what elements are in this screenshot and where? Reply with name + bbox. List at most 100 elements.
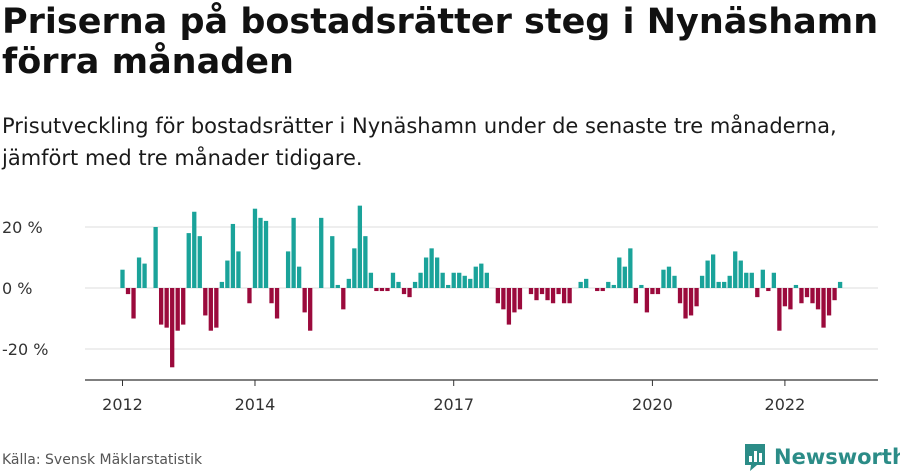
bar-negative [274, 288, 280, 319]
bar-positive [258, 217, 263, 288]
x-tick-label: 2017 [433, 395, 474, 414]
latest-value-label: 2 % [858, 0, 888, 4]
bar-negative [528, 288, 534, 295]
bar-positive [263, 220, 269, 288]
bar-negative [501, 288, 506, 310]
bar-positive [219, 281, 225, 288]
bar-positive [319, 217, 324, 288]
bar-negative [495, 288, 501, 304]
bar-positive [429, 248, 434, 288]
bar-negative [379, 288, 385, 292]
bar-positive [352, 248, 357, 288]
bar-positive [346, 278, 351, 288]
bar-positive [440, 272, 445, 288]
bar-negative [677, 288, 683, 304]
bar-negative [175, 288, 180, 331]
bar-positive [357, 205, 363, 288]
y-tick-label: 0 % [2, 279, 32, 298]
bar-negative [512, 288, 517, 313]
bar-negative [131, 288, 136, 319]
bar-positive [335, 284, 340, 288]
y-tick-label: -20 % [2, 340, 48, 359]
bar-positive [230, 223, 236, 288]
bar-negative [181, 288, 186, 325]
bar-negative [633, 288, 639, 304]
bar-positive [197, 236, 202, 288]
bar-negative [804, 288, 810, 298]
bar-positive [639, 284, 644, 288]
bar-positive [661, 269, 666, 288]
bar-positive [368, 272, 374, 288]
chart-title: Priserna på bostadsrätter steg i Nynäsha… [2, 2, 879, 82]
bar-positive [733, 251, 738, 288]
bar-negative [208, 288, 213, 331]
bar-negative [567, 288, 572, 304]
bar-negative [832, 288, 837, 301]
bar-negative [655, 288, 661, 295]
bar-positive [666, 266, 672, 288]
bar-negative [777, 288, 782, 331]
bar-positive [120, 269, 125, 288]
bar-negative [683, 288, 688, 319]
bar-positive [584, 278, 589, 288]
bar-positive [760, 269, 765, 288]
bar-negative [125, 288, 131, 295]
bar-positive [672, 275, 677, 288]
bar-positive [434, 257, 440, 288]
bar-negative [308, 288, 313, 331]
bar-negative [341, 288, 346, 310]
bar-positive [727, 275, 732, 288]
chart-subtitle: Prisutveckling för bostadsrätter i Nynäs… [2, 114, 837, 170]
bar-positive [142, 263, 147, 288]
x-tick-label: 2022 [765, 395, 806, 414]
bar-positive [716, 281, 721, 288]
bar-positive [628, 248, 633, 288]
bar-negative [799, 288, 804, 304]
bar-negative [826, 288, 832, 316]
bar-positive [285, 251, 291, 288]
bar-positive [457, 272, 462, 288]
bar-positive [423, 257, 429, 288]
bar-positive [771, 272, 777, 288]
bar-positive [578, 281, 583, 288]
bar-negative [815, 288, 821, 310]
brand-name: Newsworthy [774, 445, 900, 469]
bar-positive [710, 254, 716, 288]
source-note: Källa: Svensk Mäklarstatistik [2, 452, 203, 468]
bar-negative [782, 288, 788, 307]
bar-negative [534, 288, 539, 301]
bar-negative [164, 288, 169, 328]
x-tick-label: 2012 [102, 395, 143, 414]
bar-negative [788, 288, 793, 310]
bar-positive [446, 284, 451, 288]
bar-negative [374, 288, 379, 292]
bar-positive [837, 281, 843, 288]
bar-positive [705, 260, 710, 288]
y-tick-label: 20 % [2, 218, 43, 237]
x-tick-label: 2014 [235, 395, 276, 414]
bar-negative [247, 288, 252, 304]
bar-negative [401, 288, 407, 295]
newsworthy-logo-icon [745, 444, 765, 471]
bar-positive [468, 278, 473, 288]
bar-negative [506, 288, 512, 325]
bar-negative [688, 288, 694, 316]
bar-negative [556, 288, 561, 295]
bar-positive [153, 227, 158, 288]
bar-negative [407, 288, 412, 298]
bar-negative [550, 288, 556, 304]
bar-negative [644, 288, 650, 313]
bar-negative [561, 288, 567, 304]
bar-positive [793, 284, 799, 288]
bar-positive [699, 275, 705, 288]
bar-negative [302, 288, 307, 313]
bar-positive [451, 272, 456, 288]
bar-positive [738, 260, 743, 288]
bar-positive [749, 272, 754, 288]
bar-negative [766, 288, 771, 292]
bar-positive [291, 217, 296, 288]
bar-positive [396, 281, 401, 288]
bar-negative [595, 288, 600, 292]
bar-negative [269, 288, 274, 304]
